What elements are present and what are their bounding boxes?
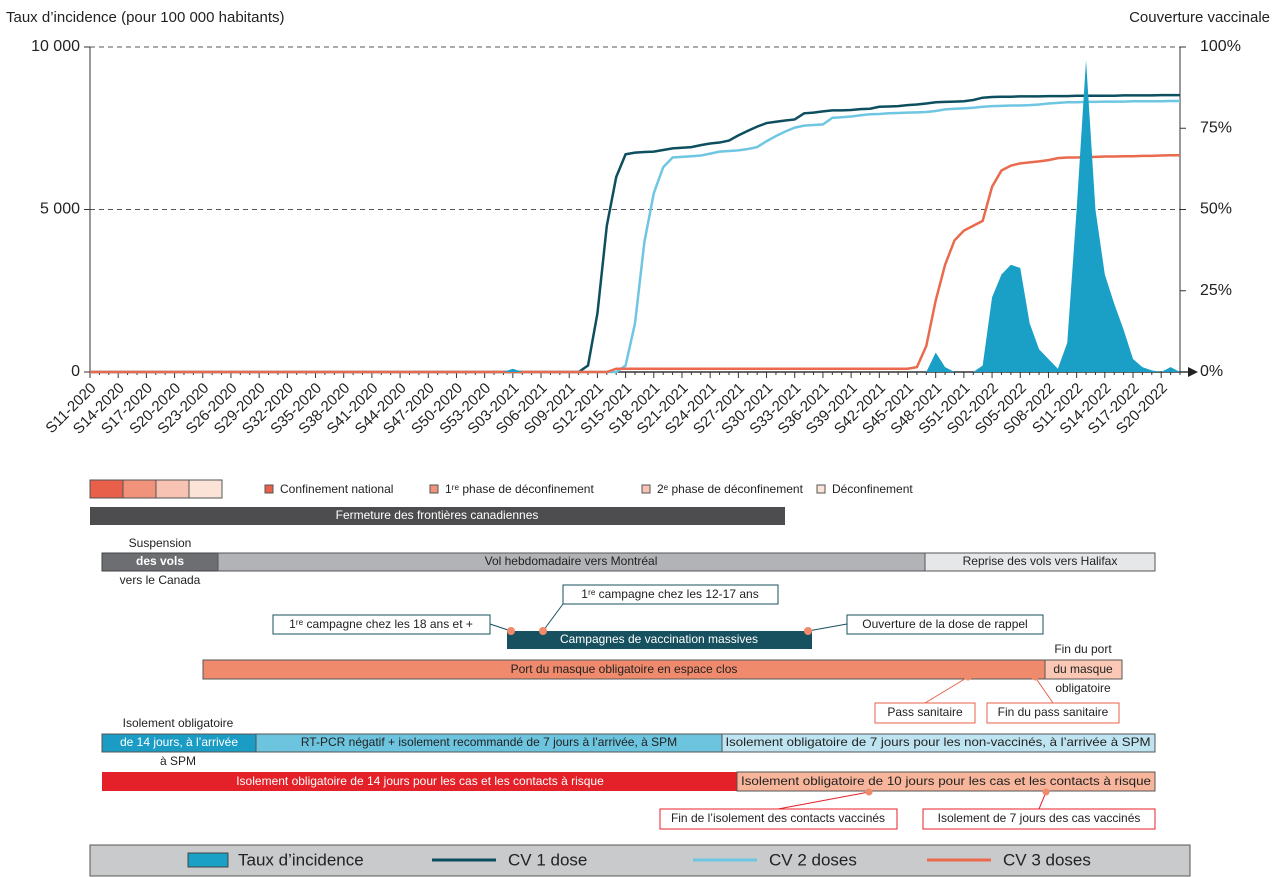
legend-label: CV 1 dose — [508, 850, 587, 869]
callout: 1ʳᵉ campagne chez les 18 ans et + — [289, 617, 473, 631]
callout: 1ʳᵉ campagne chez les 12-17 ans — [581, 587, 758, 601]
dot — [964, 673, 972, 681]
y2-axis-title: Couverture vaccinale — [1129, 9, 1270, 26]
phase-swatch — [89, 479, 124, 499]
phase-swatch — [155, 479, 190, 499]
area — [90, 60, 1180, 372]
callout-box — [562, 584, 779, 605]
phase-label: 2ᵉ phase de déconfinement — [657, 482, 804, 496]
flights-label: des vols — [136, 554, 184, 568]
callout: Fin du pass sanitaire — [998, 705, 1109, 719]
y2-tick-label: 50% — [1200, 201, 1232, 218]
isolation-label: RT-PCR négatif + isolement recommandé de… — [301, 735, 677, 749]
callout-box — [659, 808, 898, 830]
isolation-label: de 14 jours, à l’arrivée — [120, 735, 238, 749]
dot — [1031, 673, 1039, 681]
mask-label: Port du masque obligatoire en espace clo… — [511, 662, 738, 676]
dot — [804, 627, 812, 635]
y2-tick-label: 0% — [1200, 363, 1223, 380]
phase-label: Confinement national — [280, 482, 393, 496]
y2-tick-label: 100% — [1200, 38, 1241, 55]
legend-label: CV 2 doses — [769, 850, 857, 869]
phase-label: Déconfinement — [832, 482, 913, 496]
connector — [807, 623, 848, 632]
y-tick-label: 0 — [71, 363, 80, 380]
connector — [542, 603, 564, 632]
y-axis-title: Taux d’incidence (pour 100 000 habitants… — [6, 9, 285, 26]
vaccination-label: Campagnes de vaccination massives — [560, 632, 758, 646]
mask-label: Fin du port — [1054, 642, 1112, 656]
callout: Isolement de 7 jours des cas vaccinés — [938, 811, 1141, 825]
y2-tick-label: 25% — [1200, 282, 1232, 299]
legend-label: Taux d’incidence — [238, 850, 364, 869]
callout-box — [874, 702, 976, 724]
phase-key — [429, 484, 439, 494]
phase-label: 1ʳᵉ phase de déconfinement — [445, 482, 594, 496]
callout: Ouverture de la dose de rappel — [862, 617, 1027, 631]
phase-swatch — [188, 479, 223, 499]
dot — [865, 788, 873, 796]
flights-label: Reprise des vols vers Halifax — [963, 554, 1118, 568]
phase-swatch — [122, 479, 157, 499]
flights-label: Suspension — [129, 536, 192, 550]
borders-label: Fermeture des frontières canadiennes — [336, 508, 539, 522]
dot — [1042, 788, 1050, 796]
case-bar — [736, 771, 1156, 792]
case-bar — [102, 772, 737, 791]
callout-box — [986, 702, 1120, 724]
connector — [1034, 676, 1054, 704]
connector — [924, 676, 969, 704]
callout-box — [846, 614, 1044, 635]
flights-label: vers le Canada — [120, 573, 201, 587]
connector — [777, 791, 870, 810]
case-label: Isolement obligatoire de 14 jours pour l… — [236, 774, 604, 788]
isolation-bar — [721, 733, 1156, 753]
dot — [539, 627, 547, 635]
callout-box — [922, 808, 1156, 830]
flights-bar — [924, 552, 1156, 572]
phase-key — [264, 484, 274, 494]
line — [90, 153, 1180, 374]
phase-key — [816, 484, 826, 494]
legend-swatch — [187, 852, 229, 868]
mask-label: obligatoire — [1055, 681, 1111, 695]
timeline: Confinement national 1ʳᵉ phase de déconfi… — [89, 479, 1156, 830]
legend-box — [89, 844, 1191, 877]
case-label: Isolement obligatoire de 10 jours pour l… — [741, 774, 1151, 788]
isolation-label: à SPM — [160, 754, 196, 768]
isolation-label: Isolement obligatoire — [123, 716, 234, 730]
callout: Pass sanitaire — [887, 705, 963, 719]
phase-key — [641, 484, 651, 494]
isolation-label: Isolement obligatoire de 7 jours pour le… — [726, 735, 1151, 749]
mask-bar — [1044, 659, 1123, 680]
borders-bar — [90, 507, 785, 525]
y-tick-label: 10 000 — [31, 38, 80, 55]
flights-label: Vol hebdomadaire vers Montréal — [485, 554, 658, 568]
phase-legend: Confinement national 1ʳᵉ phase de déconfi… — [89, 479, 913, 499]
callout: Fin de l’isolement des contacts vaccinés — [671, 811, 885, 825]
axis-arrow — [1188, 367, 1198, 377]
callout-box — [272, 614, 491, 635]
y-tick-label: 5 000 — [40, 201, 80, 218]
vaccination-bar — [507, 631, 812, 649]
legend-label: CV 3 doses — [1003, 850, 1091, 869]
dot — [507, 627, 515, 635]
mask-label: du masque — [1053, 662, 1113, 676]
y2-tick-label: 75% — [1200, 119, 1232, 136]
